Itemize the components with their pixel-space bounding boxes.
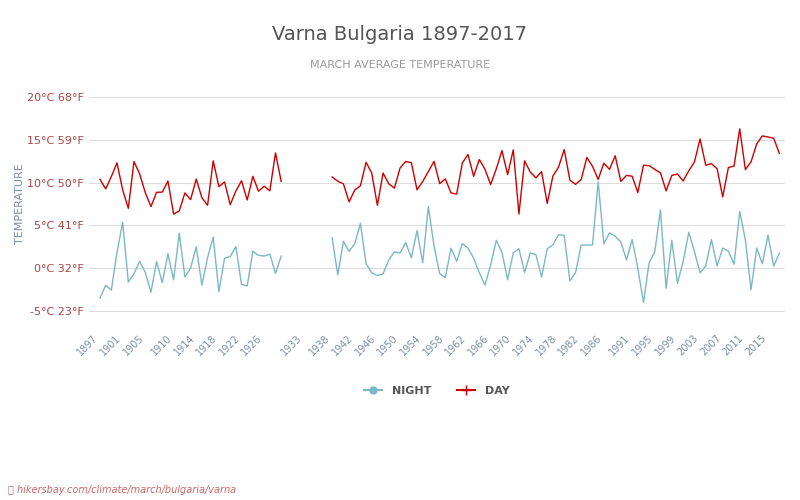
Legend: NIGHT, DAY: NIGHT, DAY	[358, 380, 515, 401]
Y-axis label: TEMPERATURE: TEMPERATURE	[15, 164, 25, 244]
Text: MARCH AVERAGE TEMPERATURE: MARCH AVERAGE TEMPERATURE	[310, 60, 490, 70]
Text: Varna Bulgaria 1897-2017: Varna Bulgaria 1897-2017	[273, 25, 527, 44]
Text: 🔗 hikersbay.com/climate/march/bulgaria/varna: 🔗 hikersbay.com/climate/march/bulgaria/v…	[8, 485, 236, 495]
